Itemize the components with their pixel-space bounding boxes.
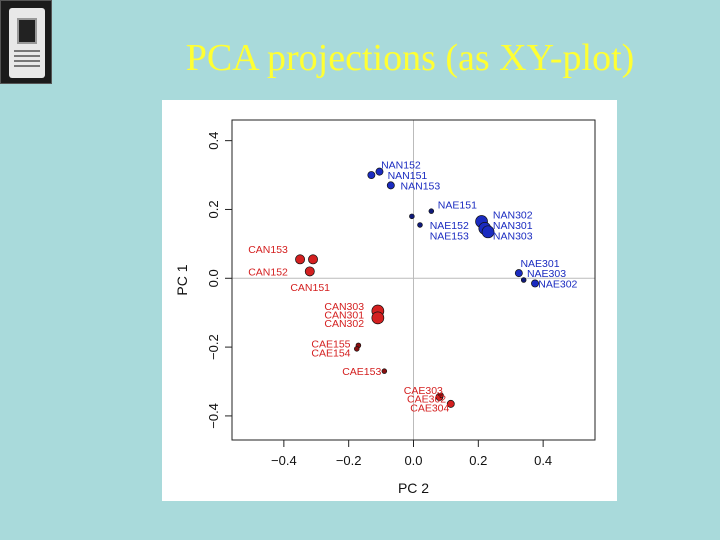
- point-label: NAN152: [381, 160, 421, 172]
- point-label: NAN301: [493, 220, 533, 232]
- x-axis-title: PC 2: [398, 480, 429, 496]
- point-label: CAN303: [324, 301, 364, 313]
- point-label: NAE302: [538, 278, 577, 290]
- scatter-point: [371, 311, 385, 325]
- scatter-point: [409, 213, 415, 220]
- x-tick-label: 0.2: [469, 453, 487, 468]
- scatter-point: [531, 279, 539, 288]
- pca-scatter-chart: −0.4 −0.2 0.0 0.2 0.4 −0.4 −0.2 0.0 0.2 0.4 PC 2 PC…: [174, 119, 596, 496]
- scatter-point: [481, 225, 495, 239]
- point-label: NAN303: [493, 230, 533, 242]
- x-tick-label: 0.0: [404, 453, 422, 468]
- point-label: CAN302: [324, 318, 364, 330]
- y-tick-label: 0.2: [206, 200, 221, 218]
- point-label: NAE301: [520, 258, 559, 270]
- x-tick-label: −0.4: [271, 453, 297, 468]
- point-label: CAN151: [290, 282, 330, 294]
- slide-title: PCA projections (as XY-plot): [185, 37, 635, 79]
- point-label: NAE153: [430, 230, 469, 242]
- scatter-point: [304, 266, 315, 277]
- point-label: CAE303: [404, 385, 443, 397]
- scatter-point: [438, 392, 444, 399]
- scatter-point: [295, 254, 306, 265]
- x-tick-label: −0.2: [336, 453, 362, 468]
- memory-card-lines: [14, 50, 40, 70]
- y-tick-label: 0.4: [206, 132, 221, 150]
- point-label: CAE304: [410, 402, 449, 414]
- scatter-point: [428, 208, 435, 214]
- point-label: CAN152: [248, 266, 288, 278]
- scatter-point: [367, 171, 376, 180]
- y-tick-label: −0.4: [206, 403, 221, 429]
- y-tick-label: −0.2: [206, 334, 221, 360]
- memory-card-icon: [0, 0, 52, 84]
- x-tick-label: 0.4: [534, 453, 552, 468]
- scatter-point: [308, 254, 318, 265]
- scatter-point: [514, 269, 523, 278]
- memory-card-chip: [17, 18, 37, 44]
- scatter-point: [446, 399, 455, 408]
- y-axis-title: PC 1: [174, 264, 190, 295]
- point-label: NAN151: [388, 170, 428, 182]
- point-label: NAE151: [438, 199, 477, 211]
- point-label: CAE302: [407, 394, 446, 406]
- point-label: CAE154: [311, 347, 350, 359]
- scatter-point: [417, 222, 423, 228]
- point-label: CAE155: [311, 339, 350, 351]
- scatter-point: [386, 181, 395, 190]
- scatter-point: [354, 346, 360, 352]
- point-label: NAN302: [493, 210, 533, 222]
- point-label: NAN153: [401, 180, 441, 192]
- point-label: CAN153: [248, 244, 288, 256]
- y-tick-label: 0.0: [206, 269, 221, 287]
- scatter-point: [375, 167, 384, 176]
- scatter-point: [520, 277, 527, 283]
- pca-plot-panel: −0.4 −0.2 0.0 0.2 0.4 −0.4 −0.2 0.0 0.2 0.4 PC 2 PC…: [162, 100, 617, 501]
- point-label: NAE303: [527, 268, 566, 280]
- scatter-point: [381, 368, 388, 374]
- point-label: CAE153: [342, 366, 381, 378]
- memory-card-body: [9, 8, 45, 78]
- point-label: CAN301: [324, 309, 364, 321]
- point-label: NAE152: [430, 220, 469, 232]
